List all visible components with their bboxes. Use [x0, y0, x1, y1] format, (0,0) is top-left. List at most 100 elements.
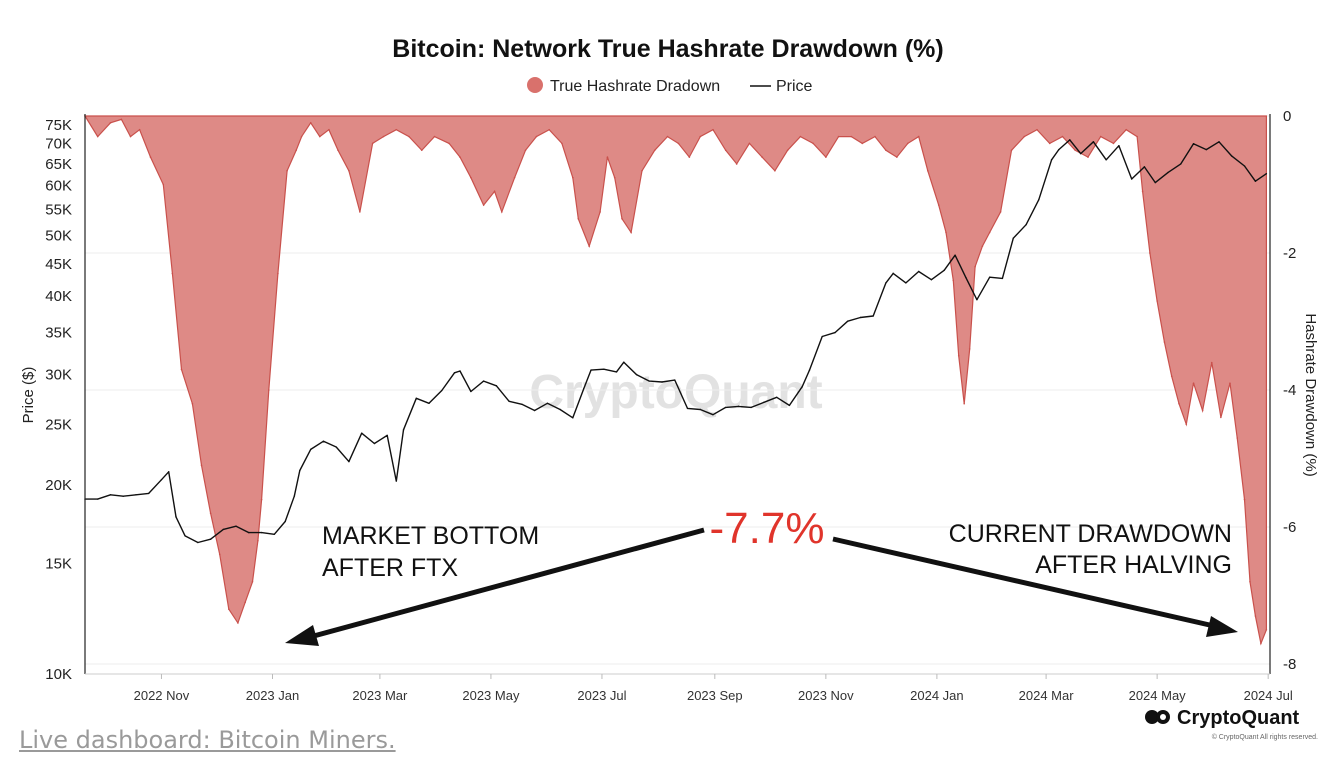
price-point	[648, 380, 650, 382]
hashrate-drawdown-point	[999, 211, 1002, 213]
hashrate-drawdown-area	[83, 115, 1268, 646]
hashrate-drawdown-point	[937, 204, 940, 206]
left-tick-label: 40K	[45, 288, 72, 305]
price-point	[521, 403, 523, 406]
x-axis-ticks: 2022 Nov 2023 Jan 2023 Mar 2023 May 2023 Jul…	[134, 674, 1293, 703]
hashrate-drawdown-point	[244, 601, 246, 604]
hashrate-drawdown-point	[735, 163, 738, 165]
price-point	[373, 442, 376, 445]
price-point	[737, 405, 740, 408]
hashrate-drawdown-point	[493, 190, 496, 193]
annotation-drawdown-value: -7.7%	[710, 504, 825, 553]
hashrate-drawdown-point	[513, 176, 516, 179]
hashrate-drawdown-point	[237, 622, 239, 624]
left-tick-label: 15K	[45, 556, 72, 573]
price-point	[1058, 148, 1060, 151]
price-point	[148, 492, 150, 495]
price-point	[872, 315, 874, 317]
left-axis-title: Price ($)	[20, 367, 37, 424]
arrow-left-head	[285, 625, 319, 646]
price-point	[712, 413, 714, 416]
price-point	[533, 409, 536, 412]
hashrate-drawdown-point	[260, 498, 263, 501]
hashrate-drawdown-point	[837, 135, 840, 138]
hashrate-drawdown-point	[653, 149, 656, 152]
price-point	[135, 494, 137, 496]
price-point	[559, 408, 561, 411]
hashrate-drawdown-point	[328, 128, 330, 131]
hashrate-drawdown-point	[218, 553, 221, 556]
price-point	[335, 446, 337, 448]
price-point	[1012, 237, 1015, 239]
price-point	[1001, 277, 1004, 280]
price-point	[686, 407, 689, 410]
x-tick-label: 2023 May	[462, 688, 520, 703]
hashrate-drawdown-point	[1178, 402, 1180, 405]
price-point	[348, 460, 350, 463]
price-point	[402, 429, 405, 431]
price-point	[1079, 152, 1082, 155]
price-point	[583, 387, 585, 390]
hashrate-drawdown-point	[501, 211, 503, 213]
hashrate-drawdown-point	[1192, 382, 1195, 384]
price-point	[725, 406, 727, 409]
x-tick-label: 2023 Nov	[798, 688, 854, 703]
left-axis-ticks: 10K 15K 20K 25K 30K 35K 40K 45K 50K 55K 60K 65K 70K 7…	[45, 117, 72, 683]
price-point	[395, 480, 397, 482]
price-point	[905, 282, 907, 284]
price-point	[1143, 166, 1146, 168]
hashrate-drawdown-point	[359, 211, 361, 213]
hashrate-drawdown-point	[228, 608, 230, 610]
hashrate-drawdown-point	[677, 142, 680, 145]
price-point	[808, 369, 811, 371]
price-point	[1038, 199, 1040, 201]
price-point	[917, 270, 920, 273]
annotation-arrows	[285, 527, 1238, 646]
dashboard-link[interactable]: Live dashboard: Bitcoin Miners.	[19, 726, 396, 754]
hashrate-drawdown-point	[382, 135, 385, 138]
annotation-left-line1: MARKET BOTTOM	[322, 522, 539, 550]
hashrate-drawdown-point	[209, 512, 212, 515]
hashrate-drawdown-point	[1149, 252, 1151, 254]
price-point	[603, 368, 605, 370]
hashrate-drawdown-point	[470, 176, 472, 179]
x-tick-label: 2024 Jul	[1244, 688, 1293, 703]
price-point	[235, 525, 237, 527]
price-point	[299, 469, 301, 472]
price-point	[1205, 148, 1207, 151]
left-tick-label: 20K	[45, 477, 72, 494]
hashrate-drawdown-point	[874, 135, 876, 138]
hashrate-drawdown-point	[861, 142, 864, 145]
hashrate-drawdown-point	[1260, 642, 1262, 645]
right-axis-title: Hashrate Drawdown (%)	[1302, 313, 1319, 476]
hashrate-drawdown-point	[1243, 498, 1246, 501]
right-tick-label: -4	[1283, 382, 1296, 399]
hashrate-drawdown-point	[963, 402, 965, 405]
left-tick-label: 10K	[45, 666, 72, 683]
legend: True Hashrate Dradown Price	[527, 77, 813, 95]
hashrate-drawdown-point	[688, 156, 691, 158]
hashrate-drawdown-point	[286, 170, 288, 172]
price-point	[168, 471, 170, 473]
price-point	[943, 269, 945, 271]
hashrate-drawdown-point	[129, 135, 132, 138]
hashrate-drawdown-point	[149, 156, 152, 158]
price-point	[635, 373, 638, 376]
hashrate-drawdown-point	[957, 354, 960, 357]
hashrate-drawdown-point	[786, 149, 789, 152]
hashrate-drawdown-point	[1185, 423, 1188, 426]
price-point	[428, 402, 430, 405]
price-point	[441, 389, 443, 392]
price-point	[1192, 143, 1195, 145]
price-point	[122, 495, 124, 497]
hashrate-drawdown-point	[535, 135, 538, 138]
price-point	[892, 272, 894, 275]
hashrate-drawdown-point	[799, 135, 802, 138]
x-tick-label: 2023 Sep	[687, 688, 743, 703]
left-tick-label: 35K	[45, 325, 72, 342]
hashrate-drawdown-point	[606, 156, 609, 158]
hashrate-drawdown-point	[1141, 190, 1144, 193]
hashrate-drawdown-point	[268, 389, 270, 391]
cryptoquant-logo: CryptoQuant © CryptoQuant All rights res…	[1145, 707, 1318, 741]
arrow-left-shaft	[309, 527, 705, 640]
